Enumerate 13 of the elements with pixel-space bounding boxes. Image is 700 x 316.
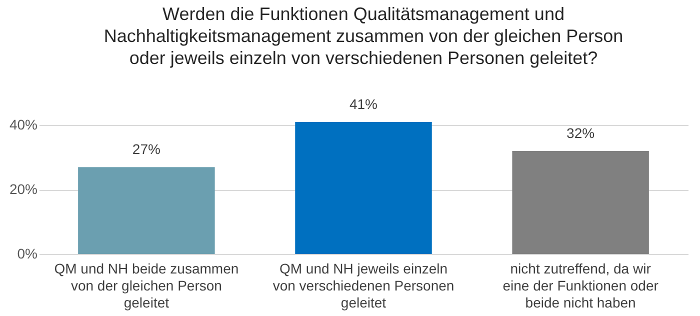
bar	[78, 167, 215, 254]
bar	[512, 150, 649, 254]
x-tick-label: nicht zutreffend, da wir eine der Funktionen oder beide nicht haben	[502, 260, 659, 310]
data-label: 41%	[349, 96, 378, 112]
data-label: 32%	[566, 124, 595, 141]
y-tick-label: 0%	[17, 246, 38, 262]
y-tick-label: 20%	[9, 181, 38, 198]
x-tick-label: QM und NH jeweils einzeln von verschiedenen Personen geleitet	[272, 260, 454, 310]
y-tick-label: 40%	[9, 116, 38, 133]
bar	[295, 122, 432, 254]
data-label: 27%	[132, 141, 160, 158]
chart-title: Werden die Funktionen Qualitätsmanagement und Nachhaltigkeitsmanagement zusammen von der gleichen Person oder jeweils einzeln von verschiedenen Personen geleitet?	[104, 4, 624, 68]
x-tick-label: QM und NH beide zusammen von der gleichen Person geleitet	[54, 260, 239, 310]
